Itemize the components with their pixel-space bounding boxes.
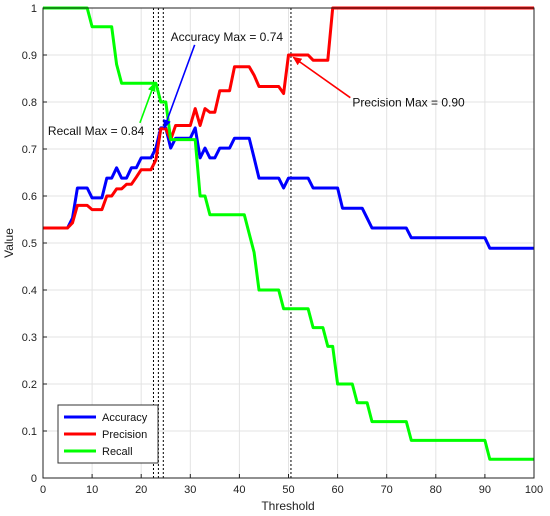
y-tick-label: 0.2: [22, 379, 37, 391]
series-line-accuracy: [43, 126, 534, 250]
x-tick-labels: 0 10 20 30 40 50 60 70 80 90 100: [40, 474, 543, 496]
y-tick-label: 0.1: [22, 426, 37, 438]
x-tick-label: 80: [430, 484, 442, 496]
y-tick-label: 0.8: [22, 97, 37, 109]
annotation-text: Recall Max = 0.84: [48, 124, 145, 138]
x-axis-label: Threshold: [261, 499, 314, 513]
annotation-arrow: [163, 44, 196, 129]
annotation-text: Precision Max = 0.90: [352, 96, 465, 110]
x-tick-label: 10: [86, 484, 98, 496]
y-tick-label: 0: [31, 473, 37, 485]
x-tick-label: 60: [331, 484, 343, 496]
x-tick-label: 90: [479, 484, 491, 496]
legend-label: Precision: [102, 429, 147, 441]
annotation-arrow: [139, 82, 156, 124]
x-tick-label: 20: [135, 484, 147, 496]
y-tick-label: 0.6: [22, 191, 37, 203]
y-tick-label: 0.7: [22, 144, 37, 156]
series-lines: [43, 6, 534, 461]
y-tick-label: 0.3: [22, 332, 37, 344]
x-tick-label: 0: [40, 484, 46, 496]
y-tick-labels: 0 0.1 0.2 0.3 0.4 0.5 0.6 0.7 0.8 0.9 1: [22, 3, 47, 485]
legend-box: [57, 404, 159, 464]
x-tick-label: 30: [184, 484, 196, 496]
x-tick-label: 100: [525, 484, 543, 496]
x-tick-label: 70: [381, 484, 393, 496]
x-tick-label: 50: [282, 484, 294, 496]
y-tick-label: 0.5: [22, 238, 37, 250]
annotations: Accuracy Max = 0.74 Recall Max = 0.84 Prec…: [48, 30, 465, 138]
y-tick-label: 0.9: [22, 50, 37, 62]
annotation-text: Accuracy Max = 0.74: [171, 30, 284, 44]
legend: Accuracy Precision Recall: [57, 404, 159, 464]
series-line-recall: [43, 6, 534, 461]
y-tick-label: 0.4: [22, 285, 37, 297]
legend-label: Recall: [102, 446, 133, 458]
annotation-arrow: [292, 56, 351, 99]
series-line-precision: [43, 6, 534, 230]
x-tick-label: 40: [233, 484, 245, 496]
y-axis-label: Value: [2, 228, 16, 258]
y-tick-label: 1: [31, 3, 37, 15]
legend-label: Accuracy: [102, 412, 148, 424]
